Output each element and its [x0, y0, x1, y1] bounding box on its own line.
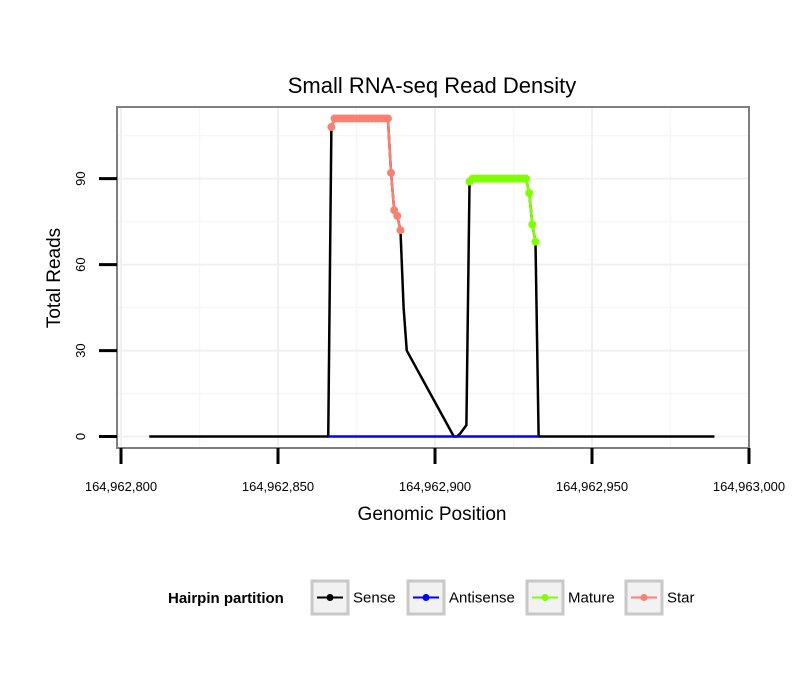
y-tick-label: 0	[73, 433, 88, 440]
y-tick-label: 90	[73, 171, 88, 185]
legend-label: Star	[667, 590, 695, 607]
legend-label: Mature	[568, 590, 615, 607]
mature-point	[528, 220, 537, 229]
mature-point	[525, 188, 534, 197]
legend: Hairpin partition Sense Antisense Mature St…	[168, 579, 695, 616]
plot-border	[116, 106, 750, 449]
star-point	[387, 168, 396, 177]
y-tick-label: 60	[73, 257, 88, 271]
star-point	[327, 123, 336, 132]
axes: 164,962,800 164,962,850 164,962,900 164,962…	[73, 171, 785, 494]
y-tick-label: 30	[73, 343, 88, 357]
x-tick-label: 164,962,800	[85, 479, 157, 494]
legend-label: Sense	[353, 590, 396, 607]
legend-key-point	[640, 594, 648, 601]
legend-key-point	[541, 594, 549, 601]
x-tick-label: 164,963,000	[713, 479, 785, 494]
series-layer	[149, 114, 715, 438]
legend-key-point	[422, 594, 430, 601]
x-tick-label: 164,962,850	[242, 479, 314, 494]
chart-title: Small RNA-seq Read Density	[288, 73, 577, 98]
x-axis-title: Genomic Position	[358, 504, 507, 525]
mature-point	[522, 174, 531, 183]
star-point	[393, 211, 402, 220]
legend-label: Antisense	[449, 590, 515, 607]
x-tick-label: 164,962,900	[399, 479, 471, 494]
legend-title: Hairpin partition	[168, 590, 284, 607]
star-point	[396, 226, 405, 235]
plot-panel	[117, 107, 749, 448]
legend-key-point	[326, 594, 334, 601]
mature-point	[531, 237, 540, 246]
x-tick-label: 164,962,950	[556, 479, 628, 494]
y-axis-title: Total Reads	[44, 228, 65, 328]
star-point	[383, 114, 392, 123]
